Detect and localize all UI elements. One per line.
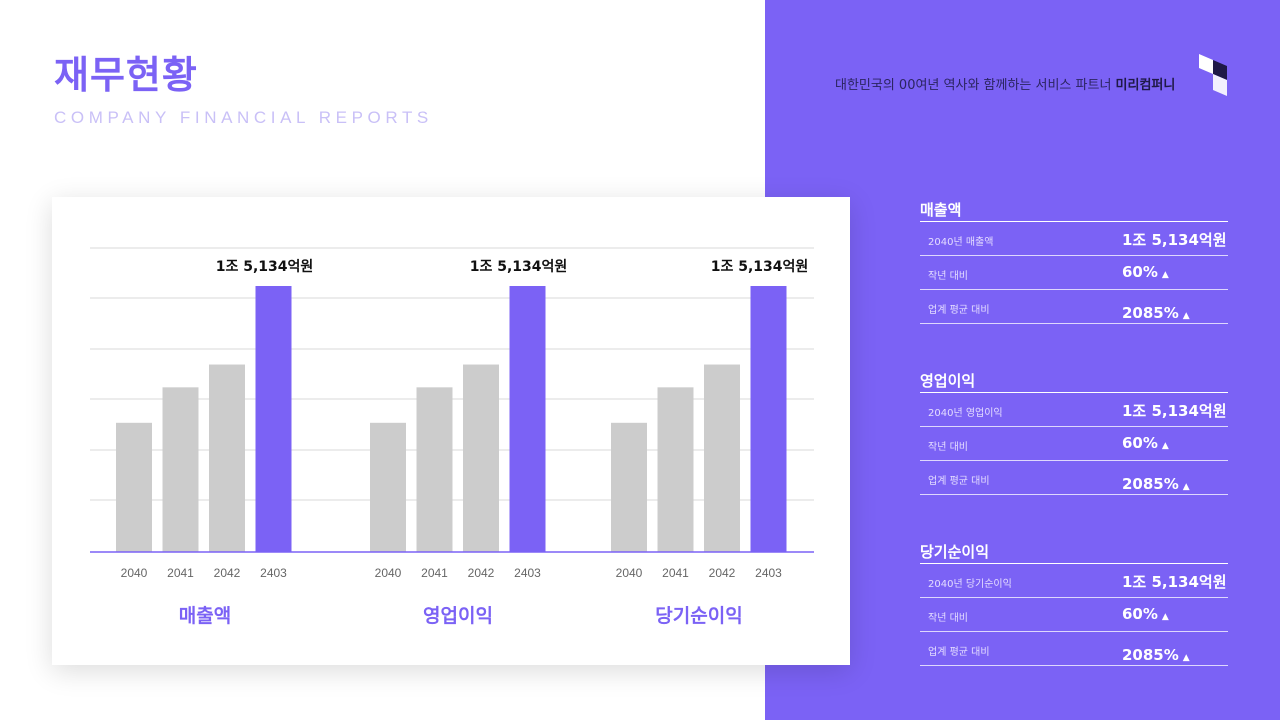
- x-tick-label: 2403: [514, 566, 541, 580]
- metric-row: 업계 평균 대비 2085% ▲: [920, 632, 1228, 666]
- metric-value-text: 60%: [1122, 605, 1158, 623]
- metric-value: 2085% ▲: [1122, 475, 1190, 493]
- x-tick-label: 2040: [121, 566, 148, 580]
- bar: [209, 364, 245, 552]
- x-tick-label: 2042: [214, 566, 241, 580]
- metric-value: 60% ▲: [1122, 605, 1169, 623]
- page-title: 재무현황: [54, 53, 198, 97]
- company-logo-icon: [1199, 54, 1227, 96]
- group-title-operating-profit: 영업이익: [423, 605, 493, 627]
- x-tick-label: 2041: [167, 566, 194, 580]
- metric-row: 업계 평균 대비 2085% ▲: [920, 461, 1228, 495]
- metric-row: 작년 대비 60% ▲: [920, 598, 1228, 632]
- metric-operating-profit: 영업이익 2040년 영업이익 1조 5,134억원 작년 대비 60% ▲ 업계…: [920, 369, 1228, 495]
- up-arrow-icon: ▲: [1161, 612, 1169, 622]
- x-tick-label: 2041: [662, 566, 689, 580]
- up-arrow-icon: ▲: [1161, 441, 1169, 451]
- up-arrow-icon: ▲: [1182, 482, 1190, 492]
- metric-row: 2040년 매출액 1조 5,134억원: [920, 222, 1228, 256]
- metric-label: 2040년 당기순이익: [928, 579, 1012, 590]
- tagline: 대한민국의 00여년 역사와 함께하는 서비스 파트너 미리컴퍼니: [835, 74, 1175, 93]
- metric-revenue: 매출액 2040년 매출액 1조 5,134억원 작년 대비 60% ▲ 업계 평…: [920, 198, 1228, 324]
- bar: [611, 422, 647, 552]
- metric-label: 업계 평균 대비: [928, 476, 990, 487]
- metric-value: 1조 5,134억원: [1122, 571, 1231, 592]
- metric-value-text: 2085%: [1122, 646, 1179, 664]
- metric-value: 60% ▲: [1122, 263, 1169, 281]
- up-arrow-icon: ▲: [1182, 653, 1190, 663]
- metric-value: 1조 5,134억원: [1122, 229, 1231, 250]
- bar: [704, 364, 740, 552]
- metric-value: 2085% ▲: [1122, 304, 1190, 322]
- bar-chart: 2040 2041 2042 2403 1조 5,134억원 2040 2041 2042 24…: [90, 247, 814, 580]
- metric-label: 업계 평균 대비: [928, 305, 990, 316]
- bar: [750, 286, 787, 552]
- metric-row: 업계 평균 대비 2085% ▲: [920, 290, 1228, 324]
- metric-value-text: 2085%: [1122, 304, 1179, 322]
- bar: [370, 422, 406, 552]
- x-tick-label: 2040: [375, 566, 402, 580]
- metric-title: 당기순이익: [920, 540, 1228, 564]
- metric-value-text: 60%: [1122, 434, 1158, 452]
- x-tick-label: 2040: [616, 566, 643, 580]
- metric-title: 매출액: [920, 198, 1228, 222]
- metric-net-income: 당기순이익 2040년 당기순이익 1조 5,134억원 작년 대비 60% ▲ …: [920, 540, 1228, 666]
- metric-label: 작년 대비: [928, 442, 968, 453]
- metric-row: 2040년 당기순이익 1조 5,134억원: [920, 564, 1228, 598]
- x-tick-label: 2403: [260, 566, 287, 580]
- bar: [416, 387, 453, 552]
- bar: [463, 364, 499, 552]
- metric-label: 작년 대비: [928, 271, 968, 282]
- metric-label: 작년 대비: [928, 613, 968, 624]
- metric-value-text: 60%: [1122, 263, 1158, 281]
- metric-value-text: 1조 5,134억원: [1122, 231, 1227, 249]
- x-tick-label: 2042: [468, 566, 495, 580]
- metric-title: 영업이익: [920, 369, 1228, 393]
- metric-label: 업계 평균 대비: [928, 647, 990, 658]
- metric-value-text: 1조 5,134억원: [1122, 402, 1227, 420]
- group-title-net-income: 당기순이익: [655, 605, 743, 627]
- up-arrow-icon: ▲: [1182, 311, 1190, 321]
- metric-value-text: 1조 5,134억원: [1122, 573, 1227, 591]
- data-label: 1조 5,134억원: [711, 259, 809, 275]
- x-tick-label: 2041: [421, 566, 448, 580]
- metric-row: 2040년 영업이익 1조 5,134억원: [920, 393, 1228, 427]
- data-label: 1조 5,134억원: [470, 259, 568, 275]
- x-tick-label: 2403: [755, 566, 782, 580]
- chart-card: 2040 2041 2042 2403 1조 5,134억원 2040 2041 2042 24…: [52, 197, 850, 665]
- right-panel: [765, 0, 1280, 720]
- metric-value: 60% ▲: [1122, 434, 1169, 452]
- data-label: 1조 5,134억원: [216, 259, 314, 275]
- tagline-brand: 미리컴퍼니: [1115, 78, 1176, 93]
- page-subtitle: COMPANY FINANCIAL REPORTS: [54, 108, 433, 127]
- metric-value: 2085% ▲: [1122, 646, 1190, 664]
- bar: [162, 387, 199, 552]
- metric-row: 작년 대비 60% ▲: [920, 427, 1228, 461]
- metric-value: 1조 5,134억원: [1122, 400, 1231, 421]
- bar: [116, 422, 152, 552]
- bar: [255, 286, 292, 552]
- metric-row: 작년 대비 60% ▲: [920, 256, 1228, 290]
- tagline-text: 대한민국의 00여년 역사와 함께하는 서비스 파트너: [835, 78, 1116, 93]
- x-tick-label: 2042: [709, 566, 736, 580]
- bar: [657, 387, 694, 552]
- metric-value-text: 2085%: [1122, 475, 1179, 493]
- metric-label: 2040년 영업이익: [928, 408, 1003, 419]
- bar: [509, 286, 546, 552]
- up-arrow-icon: ▲: [1161, 270, 1169, 280]
- group-title-revenue: 매출액: [178, 605, 232, 627]
- metric-label: 2040년 매출액: [928, 237, 994, 248]
